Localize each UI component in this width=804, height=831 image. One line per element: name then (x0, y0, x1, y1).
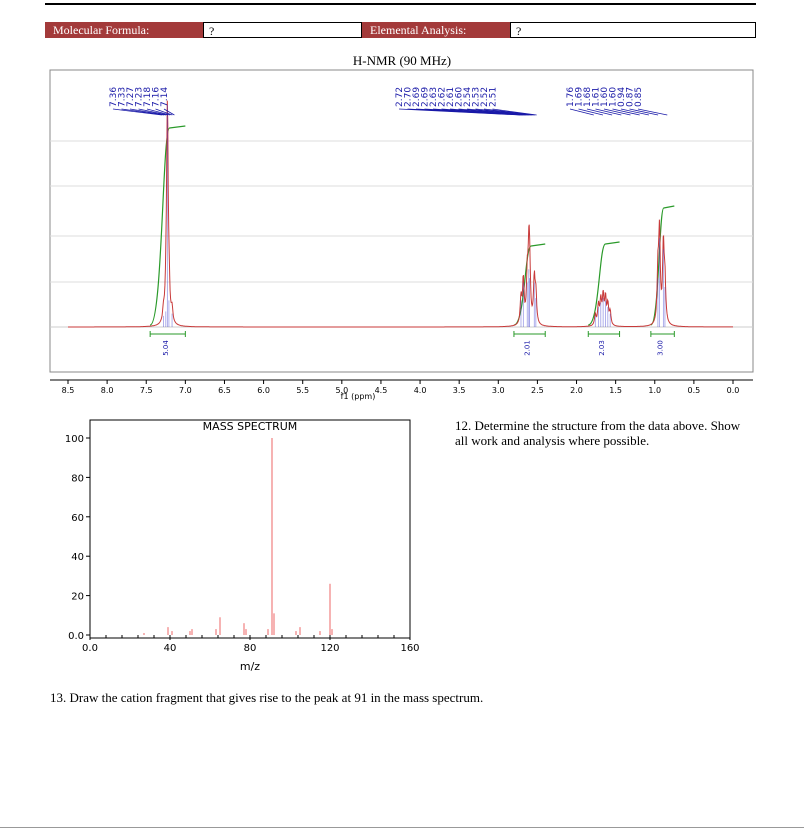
nmr-label-leader (138, 108, 169, 116)
ms-y-tick-label: 100 (65, 434, 84, 445)
nmr-xlabel: f1 (ppm) (341, 392, 376, 401)
nmr-x-tick-label: 2.5 (531, 386, 544, 395)
nmr-label-leader (637, 108, 668, 116)
molecular-formula-value: ? (203, 22, 362, 38)
nmr-peak-label: 2.63 (429, 87, 439, 107)
nmr-label-leader (155, 108, 173, 116)
ms-x-tick-label: 80 (244, 643, 257, 654)
nmr-peak-label: 7.33 (118, 87, 128, 107)
nmr-peak-label: 2.60 (455, 87, 465, 107)
nmr-label-leader (146, 108, 171, 116)
nmr-peak-label: 1.69 (575, 87, 585, 107)
nmr-peak-label: 7.16 (152, 87, 162, 107)
ms-y-tick-label: 40 (71, 552, 84, 563)
ms-frame (89, 419, 411, 639)
nmr-peak-label: 1.68 (583, 87, 593, 107)
ms-y-tick-label: 60 (71, 513, 84, 524)
nmr-x-tick-label: 6.5 (218, 386, 231, 395)
nmr-peak-label: 7.23 (135, 87, 145, 107)
nmr-integral-value: 5.04 (162, 340, 170, 356)
nmr-peak-label: 2.69 (412, 87, 422, 107)
nmr-peak-label: 7.18 (143, 87, 153, 107)
nmr-x-tick-label: 4.0 (414, 386, 427, 395)
nmr-x-tick-label: 1.5 (609, 386, 622, 395)
elemental-analysis-value: ? (510, 22, 756, 38)
nmr-spectrum-chart: 5.04 2.01 2.03 3.00 7.367.337.277.237.187.1… (49, 69, 754, 401)
nmr-x-tick-label: 7.5 (140, 386, 153, 395)
nmr-peak-label: 1.61 (592, 87, 602, 107)
nmr-label-leader (129, 108, 167, 116)
nmr-peak-label: 0.87 (626, 87, 636, 107)
ms-y-tick-label: 80 (71, 473, 84, 484)
nmr-label-leader (620, 108, 649, 116)
ms-x-tick-label: 0.0 (82, 643, 98, 654)
nmr-x-tick-label: 8.0 (101, 386, 114, 395)
nmr-x-tick-label: 3.0 (492, 386, 505, 395)
ms-y-tick-label: 20 (71, 592, 84, 603)
nmr-peak-label: 2.72 (395, 87, 405, 107)
nmr-label-leader (492, 108, 537, 116)
nmr-x-tick-label: 3.5 (453, 386, 466, 395)
nmr-x-tick-label: 1.0 (648, 386, 661, 395)
ms-xlabel: m/z (240, 660, 260, 673)
nmr-peak-label: 2.70 (404, 87, 414, 107)
ms-x-tick-label: 40 (164, 643, 177, 654)
nmr-peak-label: 7.36 (109, 87, 119, 107)
question-13: 13. Draw the cation fragment that gives … (50, 690, 484, 705)
nmr-label-leader (629, 108, 659, 116)
nmr-peak-label: 2.54 (463, 87, 473, 107)
nmr-x-tick-label: 8.5 (62, 386, 75, 395)
question-12: 12. Determine the structure from the dat… (455, 418, 741, 448)
nmr-spectrum-line (68, 100, 733, 328)
nmr-x-tick-label: 5.5 (296, 386, 309, 395)
nmr-label-leader (121, 108, 165, 116)
nmr-label-leader (612, 108, 640, 116)
nmr-peak-label: 2.53 (472, 87, 482, 107)
nmr-peak-label: 2.61 (446, 87, 456, 107)
nmr-peak-label: 2.62 (438, 87, 448, 107)
nmr-integral-curve (513, 243, 546, 326)
top-rule (45, 3, 756, 5)
nmr-label-leader (586, 108, 613, 116)
nmr-label-leader (569, 108, 594, 116)
nmr-x-tick-label: 2.0 (570, 386, 583, 395)
nmr-x-tick-label: 5.0 (335, 386, 348, 395)
nmr-peak-label: 2.52 (480, 87, 490, 107)
nmr-x-tick-label: 6.0 (257, 386, 270, 395)
nmr-label-leader (112, 108, 162, 116)
ms-title: MASS SPECTRUM (203, 420, 298, 433)
nmr-integral-curve (587, 241, 620, 326)
nmr-integral-value: 2.01 (524, 340, 532, 356)
nmr-x-tick-label: 7.0 (179, 386, 192, 395)
bottom-rule (0, 827, 804, 828)
nmr-peak-label: 1.60 (609, 87, 619, 107)
nmr-peak-label: 2.69 (421, 87, 431, 107)
nmr-integral-value: 3.00 (657, 340, 665, 356)
nmr-peak-label: 0.85 (634, 87, 644, 107)
ms-y-tick-label: 0.0 (68, 631, 84, 642)
nmr-title: H-NMR (90 MHz) (352, 53, 452, 68)
nmr-peak-label: 2.51 (489, 87, 499, 107)
nmr-peak-label: 7.27 (126, 87, 136, 107)
nmr-label-leader (595, 108, 622, 116)
nmr-x-tick-label: 0.5 (688, 386, 701, 395)
ms-x-tick-label: 120 (320, 643, 339, 654)
nmr-peak-label: 0.94 (617, 87, 627, 107)
nmr-label-leader (603, 108, 631, 116)
nmr-peak-label: 1.76 (566, 87, 576, 107)
nmr-x-tick-label: 4.5 (375, 386, 388, 395)
nmr-peak-label: 7.14 (160, 87, 170, 107)
molecular-formula-label: Molecular Formula: (45, 22, 203, 38)
nmr-x-tick-label: 0.0 (727, 386, 740, 395)
nmr-peak-label: 1.60 (600, 87, 610, 107)
nmr-label-leader (163, 108, 175, 116)
nmr-integral-value: 2.03 (598, 340, 606, 356)
ms-x-tick-label: 160 (400, 643, 419, 654)
elemental-analysis-label: Elemental Analysis: (362, 22, 510, 38)
nmr-integral-curve (650, 205, 675, 326)
nmr-label-leader (578, 108, 604, 116)
